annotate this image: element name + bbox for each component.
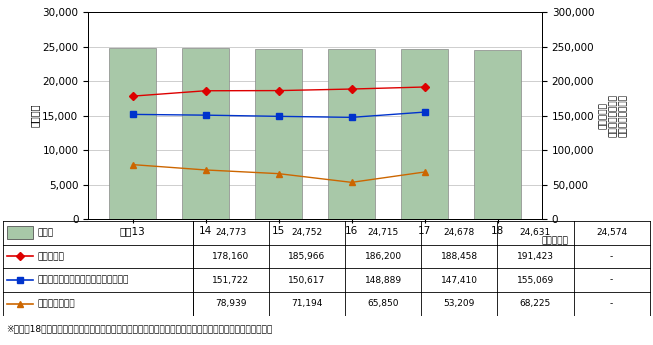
Text: -: - [610,276,613,285]
Text: 188,458: 188,458 [441,252,478,261]
Text: 24,678: 24,678 [443,228,475,237]
Bar [109,48,156,219]
Text: 65,850: 65,850 [368,299,399,308]
Text: 郵便切手類販売所・印紙売りさばき所: 郵便切手類販売所・印紙売りさばき所 [38,276,129,285]
Bar [255,49,302,219]
Text: （年度末）: （年度末） [542,237,569,246]
Text: 24,752: 24,752 [291,228,323,237]
Y-axis label: 郵便ポスト
郵便切手類販売所
郵便小包取扱所等: 郵便ポスト 郵便切手類販売所 郵便小包取扱所等 [599,94,628,137]
Bar [401,49,449,219]
Text: 178,160: 178,160 [212,252,249,261]
Text: 郵便小包取扱所: 郵便小包取扱所 [38,299,76,308]
Text: -: - [610,252,613,261]
Text: 148,889: 148,889 [364,276,402,285]
Text: 185,966: 185,966 [288,252,326,261]
Text: ※　平成18年度末の郵便ポスト、郵便切手類販売所・印紙売りさばき所及び郵便小包取扱所の数値は集計中: ※ 平成18年度末の郵便ポスト、郵便切手類販売所・印紙売りさばき所及び郵便小包取… [7,324,273,333]
Text: 24,574: 24,574 [596,228,627,237]
Text: 151,722: 151,722 [212,276,249,285]
Text: 147,410: 147,410 [441,276,478,285]
Bar [474,50,521,219]
Text: 71,194: 71,194 [291,299,323,308]
Text: 150,617: 150,617 [288,276,326,285]
Bar [328,49,375,219]
Text: 191,423: 191,423 [517,252,554,261]
Text: 155,069: 155,069 [517,276,554,285]
Text: 78,939: 78,939 [215,299,246,308]
Text: 24,773: 24,773 [215,228,246,237]
Y-axis label: 郵便局数: 郵便局数 [29,104,40,127]
Text: 郵便局: 郵便局 [38,228,54,237]
Bar [182,48,229,219]
Text: 24,631: 24,631 [520,228,551,237]
Text: 68,225: 68,225 [520,299,551,308]
FancyBboxPatch shape [7,226,33,239]
Text: 53,209: 53,209 [443,299,475,308]
Text: -: - [610,299,613,308]
Text: 24,715: 24,715 [368,228,399,237]
Text: 郵便ポスト: 郵便ポスト [38,252,65,261]
Text: 186,200: 186,200 [364,252,402,261]
